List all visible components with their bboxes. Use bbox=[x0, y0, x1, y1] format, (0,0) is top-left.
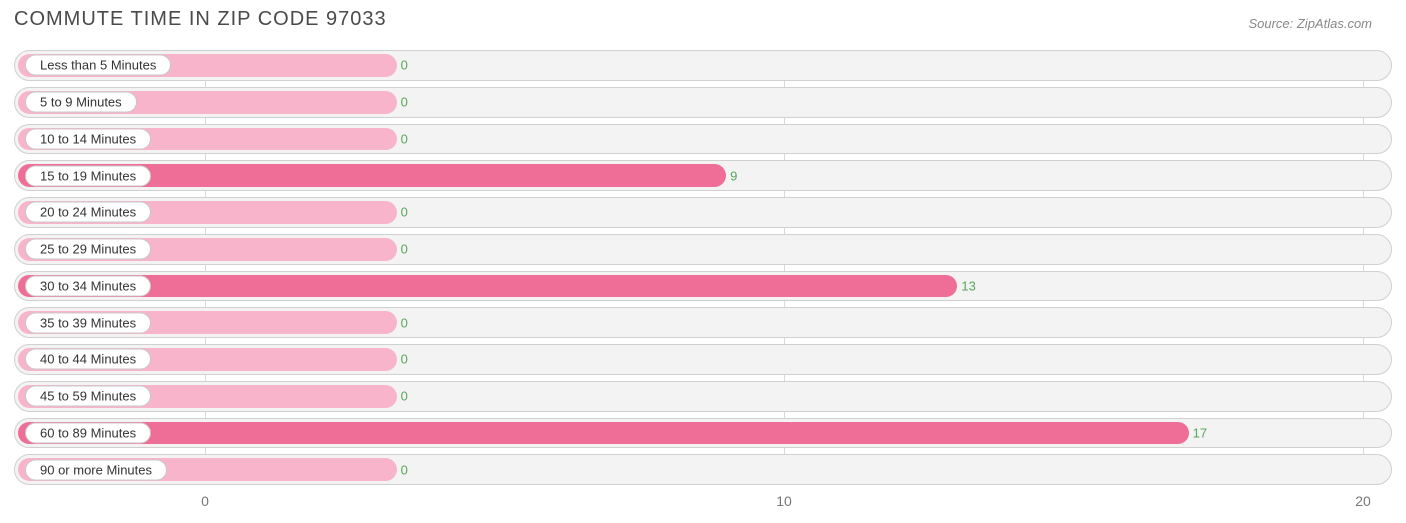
bar-label: 20 to 24 Minutes bbox=[25, 202, 151, 223]
bar-label: 45 to 59 Minutes bbox=[25, 386, 151, 407]
bar-track: 90 or more Minutes 0 bbox=[14, 454, 1392, 485]
bar-track: 35 to 39 Minutes 0 bbox=[14, 307, 1392, 338]
plot-area: Less than 5 Minutes05 to 9 Minutes010 to… bbox=[14, 50, 1392, 485]
bar-track: Less than 5 Minutes 0 bbox=[14, 50, 1392, 81]
bar-value: 0 bbox=[401, 58, 408, 73]
bar-track: 15 to 19 Minutes 9 bbox=[14, 160, 1392, 191]
x-axis: 0 10 20 bbox=[14, 489, 1392, 513]
bar-value: 17 bbox=[1193, 425, 1207, 440]
bar-value: 9 bbox=[730, 168, 737, 183]
bar-label: Less than 5 Minutes bbox=[25, 55, 171, 76]
bar-label: 15 to 19 Minutes bbox=[25, 165, 151, 186]
chart-container: COMMUTE TIME IN ZIP CODE 97033 Source: Z… bbox=[14, 8, 1392, 513]
chart-title: COMMUTE TIME IN ZIP CODE 97033 bbox=[14, 8, 1392, 31]
bar-track: 10 to 14 Minutes 0 bbox=[14, 124, 1392, 155]
bar-track: 45 to 59 Minutes 0 bbox=[14, 381, 1392, 412]
bar-value: 0 bbox=[401, 462, 408, 477]
bar-track: 5 to 9 Minutes 0 bbox=[14, 87, 1392, 118]
bar-value: 13 bbox=[961, 278, 975, 293]
chart-source: Source: ZipAtlas.com bbox=[1248, 16, 1372, 31]
bar-value: 0 bbox=[401, 131, 408, 146]
bar-label: 30 to 34 Minutes bbox=[25, 275, 151, 296]
bar-value: 0 bbox=[401, 242, 408, 257]
bar-value: 0 bbox=[401, 315, 408, 330]
bar-value: 0 bbox=[401, 389, 408, 404]
bar-fill bbox=[18, 275, 957, 298]
bar-label: 40 to 44 Minutes bbox=[25, 349, 151, 370]
bar-value: 0 bbox=[401, 352, 408, 367]
bar-track: 20 to 24 Minutes 0 bbox=[14, 197, 1392, 228]
bar-label: 25 to 29 Minutes bbox=[25, 239, 151, 260]
bar-track: 30 to 34 Minutes 13 bbox=[14, 271, 1392, 302]
bar-label: 60 to 89 Minutes bbox=[25, 422, 151, 443]
bar-value: 0 bbox=[401, 95, 408, 110]
x-tick: 20 bbox=[1355, 493, 1371, 509]
x-tick: 10 bbox=[776, 493, 792, 509]
bar-label: 35 to 39 Minutes bbox=[25, 312, 151, 333]
bars-group: Less than 5 Minutes05 to 9 Minutes010 to… bbox=[14, 50, 1392, 485]
x-tick: 0 bbox=[201, 493, 209, 509]
bar-track: 60 to 89 Minutes 17 bbox=[14, 418, 1392, 449]
bar-label: 10 to 14 Minutes bbox=[25, 128, 151, 149]
bar-track: 25 to 29 Minutes 0 bbox=[14, 234, 1392, 265]
bar-fill bbox=[18, 422, 1189, 445]
bar-track: 40 to 44 Minutes 0 bbox=[14, 344, 1392, 375]
bar-label: 90 or more Minutes bbox=[25, 459, 167, 480]
bar-label: 5 to 9 Minutes bbox=[25, 92, 137, 113]
bar-value: 0 bbox=[401, 205, 408, 220]
